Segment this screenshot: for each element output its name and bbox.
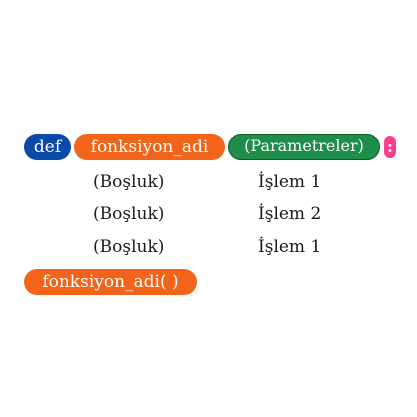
parameters-block: (Parametreler) [228,134,380,160]
function-name-block: fonksiyon_adi [74,134,225,160]
def-keyword-block: def [24,134,71,160]
indent-label-1: (Boşluk) [93,172,165,192]
statement-1: İşlem 1 [258,172,322,192]
colon-block: : [384,136,396,158]
statement-3: İşlem 1 [258,237,322,257]
function-call-block: fonksiyon_adi( ) [24,269,197,295]
statement-2: İşlem 2 [258,204,322,224]
indent-label-2: (Boşluk) [93,204,165,224]
indent-label-3: (Boşluk) [93,237,165,257]
